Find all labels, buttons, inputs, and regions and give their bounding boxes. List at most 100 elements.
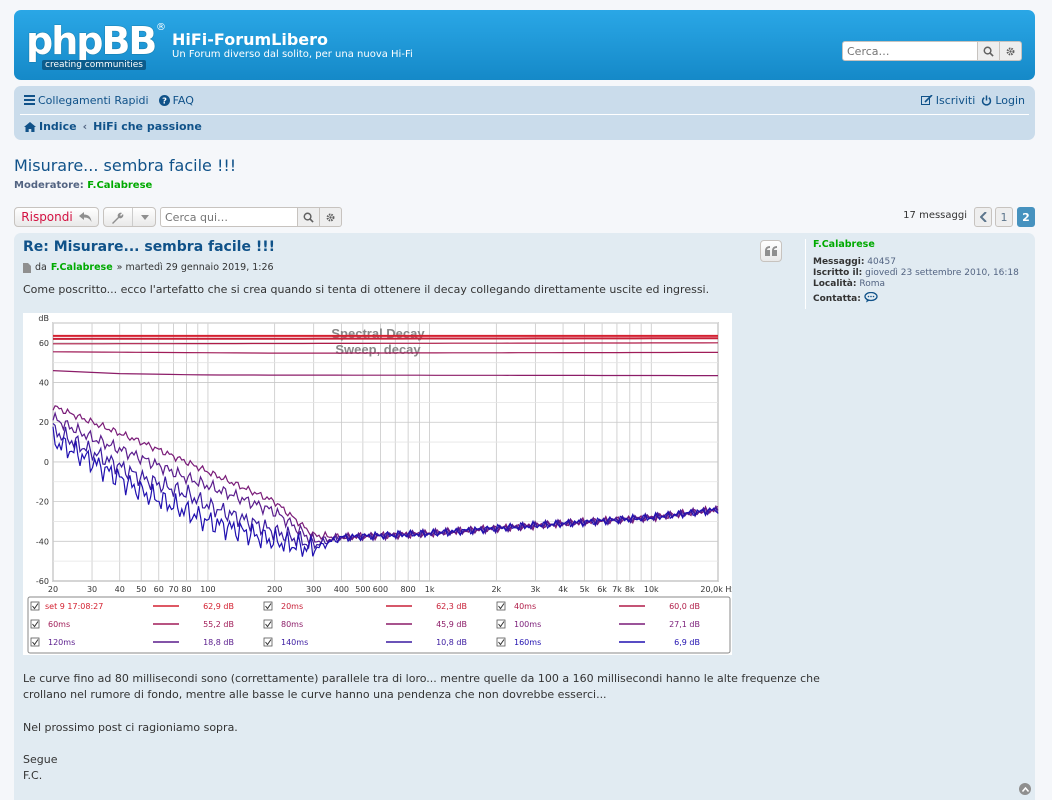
navbar-divider (20, 114, 1029, 115)
breadcrumb-separator: ‹ (82, 120, 88, 133)
navbar: Collegamenti Rapidi ? FAQ Iscriviti Logi… (14, 86, 1035, 140)
breadcrumb-home[interactable]: Indice (24, 120, 77, 133)
legend-check-mark (265, 621, 272, 628)
topic-tools-button[interactable] (103, 207, 156, 227)
legend-level-value: 10,8 dB (436, 638, 467, 647)
x-tick-label: 20,0k Hz (700, 585, 732, 594)
topic-search (160, 207, 342, 227)
legend-series-name: 160ms (514, 638, 541, 647)
phpbb-logo[interactable]: phpBB ® creating communities (26, 22, 166, 72)
spectral-decay-chart-image[interactable]: 60 40 20 0 -20 -40 -60 dB 20 30 40 50 60 70 80 100 200 30… (23, 313, 736, 655)
logo-registered: ® (156, 22, 166, 33)
breadcrumb-home-label: Indice (39, 120, 77, 133)
post-author[interactable]: F.Calabrese (50, 262, 113, 273)
topic-search-button[interactable] (298, 207, 320, 227)
x-tick-label: 200 (267, 585, 282, 594)
legend-check-mark (265, 639, 272, 646)
reply-label: Rispondi (21, 210, 73, 224)
chevron-up-icon (1021, 786, 1029, 792)
gear-icon (1006, 47, 1015, 55)
post-title[interactable]: Re: Misurare... sembra facile !!! (23, 239, 275, 255)
legend-check-mark (498, 621, 505, 628)
message-count: 17 messaggi (903, 210, 967, 221)
profile-name[interactable]: F.Calabrese (813, 239, 875, 250)
svg-text:?: ? (162, 95, 167, 105)
post-intro: Come poscritto... ecco l'artefatto che s… (23, 283, 710, 296)
legend-level-value: 55,2 dB (203, 620, 234, 629)
profile-posts: Messaggi: 40457 (813, 257, 1033, 268)
profile-posts-label: Messaggi: (813, 257, 865, 267)
x-tick-label: 7k (612, 585, 622, 594)
topic-search-input[interactable] (160, 207, 298, 227)
series-line (52, 426, 719, 557)
series-line (52, 351, 718, 354)
legend-level-value: 6,9 dB (674, 638, 700, 647)
quick-links-menu[interactable]: Collegamenti Rapidi (24, 94, 149, 107)
previous-page-button[interactable] (974, 207, 992, 227)
register-link[interactable]: Iscriviti (920, 93, 976, 107)
profile-contact: Contatta: (813, 291, 1033, 305)
legend-level-value: 62,9 dB (203, 602, 234, 611)
y-tick-label: 60 (39, 339, 49, 348)
x-tick-label: 30 (87, 585, 97, 594)
x-tick-label: 4k (558, 585, 568, 594)
speech-bubble-icon[interactable] (864, 291, 878, 303)
site-title[interactable]: HiFi-ForumLibero (172, 30, 329, 49)
legend-checkbox (263, 637, 273, 647)
topic-advanced-search-button[interactable] (320, 207, 342, 227)
caret-down-icon (140, 214, 149, 220)
header-search-button[interactable] (978, 41, 1000, 61)
topic-title[interactable]: Misurare... sembra facile !!! (14, 156, 237, 175)
header-advanced-search-button[interactable] (1000, 41, 1022, 61)
author-profile: F.Calabrese Messaggi: 40457 Iscritto il:… (805, 239, 1033, 309)
page-1-link[interactable]: 1 (995, 207, 1013, 227)
legend-check-mark (498, 639, 505, 646)
register-label: Iscriviti (935, 93, 976, 107)
profile-joined-label: Iscritto il: (813, 268, 863, 278)
chart-title: Spectral Decay (331, 326, 425, 341)
x-tick-label: 80 (181, 585, 191, 594)
header-search-input[interactable] (842, 41, 978, 61)
x-tick-label: 8k (625, 585, 635, 594)
x-tick-label: 5k (580, 585, 590, 594)
post-sign-2: F.C. (23, 769, 43, 782)
breadcrumb-forum[interactable]: HiFi che passione (93, 120, 202, 133)
profile-joined: Iscritto il: giovedì 23 settembre 2010, … (813, 268, 1033, 279)
moderator-name[interactable]: F.Calabrese (87, 180, 153, 191)
x-tick-label: 40 (115, 585, 125, 594)
x-tick-label: 800 (400, 585, 415, 594)
x-tick-label: 300 (306, 585, 321, 594)
x-tick-label: 2k (491, 585, 501, 594)
legend-check-mark (32, 639, 39, 646)
question-circle-icon: ? (158, 94, 170, 106)
legend-checkbox (263, 601, 273, 611)
y-tick-label: 0 (44, 458, 49, 467)
profile-posts-value[interactable]: 40457 (867, 257, 896, 267)
y-tick-label: -20 (36, 498, 49, 507)
hamburger-icon (24, 95, 35, 105)
post-paragraph-2: Nel prossimo post ci ragioniamo sopra. (23, 721, 238, 734)
x-tick-label: 10k (644, 585, 659, 594)
profile-location-value: Roma (859, 279, 885, 289)
legend-level-value: 62,3 dB (436, 602, 467, 611)
y-tick-label: -60 (36, 577, 49, 586)
reply-button[interactable]: Rispondi (14, 207, 99, 227)
quote-button[interactable] (760, 240, 782, 262)
series-line (53, 337, 718, 340)
x-tick-label: 6k (597, 585, 607, 594)
login-link[interactable]: Login (981, 94, 1025, 107)
series-line (52, 422, 719, 550)
back-to-top-button[interactable] (1019, 783, 1031, 795)
post-paragraph-1-line-1: Le curve fino ad 80 millisecondi sono (c… (23, 672, 820, 685)
page-2-current: 2 (1017, 207, 1035, 227)
breadcrumb: Indice ‹ HiFi che passione (24, 120, 202, 133)
profile-contact-label: Contatta: (813, 294, 861, 304)
faq-link[interactable]: ? FAQ (158, 94, 194, 107)
reply-icon (78, 212, 92, 222)
x-tick-label: 1k (425, 585, 435, 594)
moderator-line: Moderatore: F.Calabrese (14, 180, 152, 191)
home-icon (24, 121, 36, 132)
chevron-left-icon (979, 212, 987, 222)
x-tick-label: 70 (169, 585, 179, 594)
y-axis-unit-label: dB (38, 314, 49, 323)
